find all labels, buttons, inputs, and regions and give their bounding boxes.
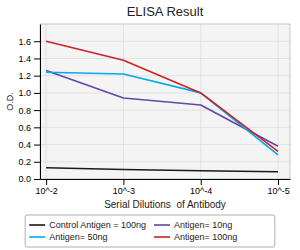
legend-swatch [29,236,45,238]
grid-line-x [123,24,124,179]
x-tick-label: 10^-4 [190,186,212,196]
series-group [46,41,278,171]
legend-item: Antigen= 100ng [154,232,237,242]
y-tick-label: 1.0 [18,88,31,98]
y-tick-mark [34,93,40,94]
chart-container: Control Antigen = 100ng Antigen= 10ng Anti… [0,0,300,250]
y-tick-label: 1.4 [18,54,31,64]
grid-line-x [200,24,201,179]
plot-area: 10^-2 10^-3 10^-4 10^-5 0.0 0.2 0.4 0.6 0.8 1.0 1.… [18,24,290,196]
grid-line-y [40,58,290,59]
chart-title: ELISA Result [127,4,204,19]
y-tick-label: 0.2 [18,157,31,167]
x-tick-label: 10^-2 [35,186,57,196]
x-tick-mark [201,179,202,185]
legend-box [25,215,275,247]
series-line [46,72,278,155]
legend-label: Antigen= 50ng [49,232,107,242]
y-axis-line [40,25,41,180]
grid [40,24,290,179]
background [0,0,300,250]
x-tick-mark [123,179,124,185]
y-tick-mark [34,58,40,59]
y-tick-label: 0.0 [18,174,31,184]
y-tick: 0.4 [18,140,40,150]
grid-line-y [40,110,290,111]
y-tick: 1.0 [18,88,40,98]
y-axis: 0.0 0.2 0.4 0.6 0.8 1.0 1.2 1.4 1.6 [18,25,40,185]
y-tick: 0.8 [18,105,40,115]
y-tick-mark [34,41,40,42]
legend-swatch [154,224,170,226]
grid-line-y [40,75,290,76]
legend-item: Antigen= 50ng [29,232,107,242]
x-tick: 10^-4 [190,179,212,196]
legend-swatch [29,224,45,226]
y-tick-mark [34,162,40,163]
grid-line-y [40,161,290,162]
x-tick: 10^-3 [113,179,135,196]
y-tick-mark [34,179,40,180]
y-tick-label: 0.4 [18,140,31,150]
x-tick-mark [278,179,279,185]
y-tick: 1.2 [18,71,40,81]
y-tick-mark [34,127,40,128]
legend-item: Antigen= 10ng [154,220,232,230]
y-tick-label: 1.2 [18,71,31,81]
y-tick-mark [34,110,40,111]
grid-line-y [40,127,290,128]
plot-frame [40,24,290,179]
y-tick-label: 1.6 [18,37,31,47]
y-tick: 0.2 [18,157,40,167]
y-tick-label: 0.6 [18,123,31,133]
series-line [46,41,278,151]
x-tick-label: 10^-3 [113,186,135,196]
legend-item: Control Antigen = 100ng [29,220,146,230]
legend-swatch [154,236,170,238]
y-tick-mark [34,145,40,146]
x-tick-mark [46,179,47,185]
x-tick-label: 10^-5 [267,186,289,196]
series-line [46,71,278,147]
y-axis-title: O.D. [5,92,15,111]
series-line [46,168,278,172]
legend: Control Antigen = 100ng Antigen= 10ng Anti… [25,215,275,247]
x-axis-line [41,179,291,180]
grid-line-x [278,24,279,179]
legend-label: Antigen= 10ng [174,220,232,230]
plot-background [40,24,290,179]
x-tick: 10^-5 [267,179,289,196]
y-tick-label: 0.8 [18,105,31,115]
grid-line-y [40,144,290,145]
x-axis: 10^-2 10^-3 10^-4 10^-5 [35,179,290,196]
y-tick: 0.6 [18,123,40,133]
legend-label: Antigen= 100ng [174,232,237,242]
x-axis-title: Serial Dilutions of Antibody [104,199,226,210]
x-tick: 10^-2 [35,179,57,196]
grid-line-y [40,92,290,93]
legend-label: Control Antigen = 100ng [49,220,146,230]
y-tick: 1.4 [18,54,40,64]
grid-line-y [40,41,290,42]
y-tick: 1.6 [18,37,40,47]
chart-svg: Control Antigen = 100ng Antigen= 10ng Anti… [0,0,300,250]
y-tick-mark [34,76,40,77]
y-tick: 0.0 [18,174,40,184]
grid-line-x [46,24,47,179]
